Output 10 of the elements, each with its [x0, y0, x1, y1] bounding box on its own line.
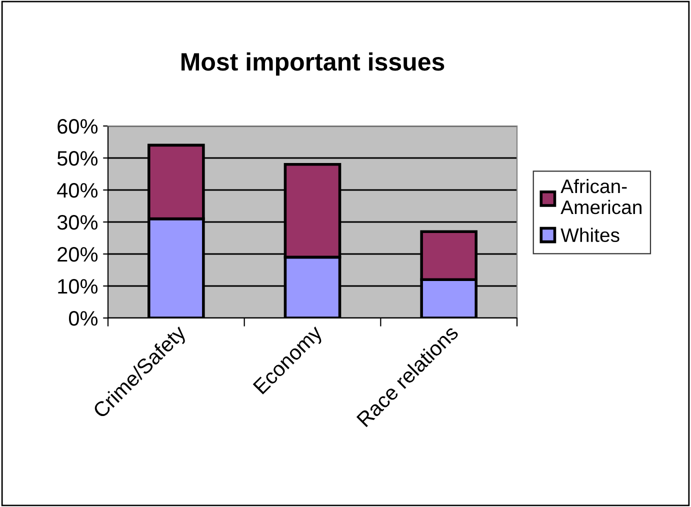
y-tick-label: 60% [58, 119, 98, 134]
y-tick-label: 10% [58, 279, 98, 294]
y-tick-label: 50% [57, 151, 98, 166]
y-tick-label: 30% [57, 215, 98, 230]
y-tick-label: 40% [57, 183, 98, 198]
legend-label: African-American [560, 178, 642, 214]
y-tick-label: 0% [68, 311, 98, 326]
y-tick-label: 20% [58, 247, 98, 262]
chart-title: Most important issues [182, 52, 444, 76]
legend-label: Whites [560, 228, 620, 242]
